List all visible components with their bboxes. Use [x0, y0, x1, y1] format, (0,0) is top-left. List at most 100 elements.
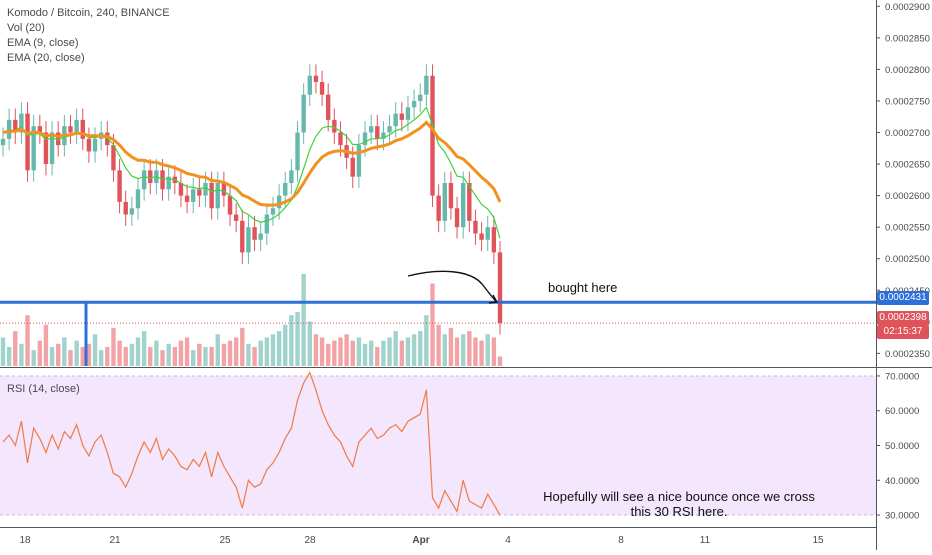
- candle-body[interactable]: [411, 100, 417, 108]
- candle-body[interactable]: [141, 170, 147, 190]
- candle-body[interactable]: [240, 220, 245, 253]
- candle-body[interactable]: [191, 189, 196, 202]
- candle-body[interactable]: [233, 214, 239, 221]
- volume-bar: [344, 334, 349, 366]
- annotation-bounce[interactable]: Hopefully will see a nice bounce once we…: [543, 489, 815, 519]
- candle-body[interactable]: [319, 82, 325, 95]
- candle-body[interactable]: [80, 119, 85, 139]
- candle-body[interactable]: [491, 227, 497, 253]
- candle-body[interactable]: [454, 208, 460, 228]
- candle-body[interactable]: [276, 195, 282, 209]
- candle-body[interactable]: [129, 208, 135, 215]
- candle-body[interactable]: [368, 126, 374, 133]
- annotation-arrow-head[interactable]: [488, 294, 499, 304]
- candle-body[interactable]: [301, 94, 306, 133]
- candle-body[interactable]: [338, 132, 343, 146]
- volume-bar: [393, 331, 398, 366]
- candle-body[interactable]: [473, 220, 478, 234]
- annotation-arrow-curve[interactable]: [407, 270, 498, 303]
- candle-body[interactable]: [215, 183, 220, 209]
- legend-ema9[interactable]: EMA (9, close): [7, 37, 79, 49]
- candle-body[interactable]: [25, 113, 30, 171]
- candle-body[interactable]: [307, 75, 312, 95]
- candle-body[interactable]: [43, 132, 49, 165]
- candle-body[interactable]: [387, 126, 392, 133]
- candle-body[interactable]: [6, 119, 12, 139]
- candle-body[interactable]: [0, 138, 6, 146]
- candle-body[interactable]: [197, 189, 202, 196]
- volume-bar: [418, 331, 423, 366]
- candle-body[interactable]: [160, 170, 165, 190]
- candle-body[interactable]: [405, 107, 411, 120]
- candle-body[interactable]: [295, 132, 300, 171]
- volume-bar: [319, 337, 325, 366]
- candle-body[interactable]: [399, 113, 405, 120]
- candle-body[interactable]: [209, 183, 214, 209]
- candle-body[interactable]: [37, 126, 43, 133]
- candle-body[interactable]: [448, 183, 454, 209]
- candle-body[interactable]: [178, 183, 184, 196]
- volume-bar: [497, 356, 503, 366]
- candle-body[interactable]: [135, 189, 141, 209]
- candle-body[interactable]: [227, 195, 233, 215]
- candle-body[interactable]: [123, 201, 128, 215]
- rsi-tick-label: 50.0000: [885, 441, 919, 452]
- candle-body[interactable]: [258, 233, 263, 240]
- candle-body[interactable]: [221, 183, 227, 196]
- rsi-legend[interactable]: RSI (14, close): [7, 383, 80, 395]
- candle-body[interactable]: [418, 94, 423, 101]
- candle-body[interactable]: [49, 132, 55, 165]
- candle-body[interactable]: [479, 233, 484, 240]
- volume-bar: [405, 337, 411, 366]
- annotation-bought-here[interactable]: bought here: [548, 280, 618, 295]
- price-tick-label: 0.0002350: [885, 349, 930, 360]
- candle-body[interactable]: [424, 75, 429, 95]
- legend-ema20[interactable]: EMA (20, close): [7, 52, 85, 64]
- candle-body[interactable]: [184, 195, 190, 202]
- candle-body[interactable]: [362, 132, 368, 146]
- candle-body[interactable]: [381, 132, 386, 139]
- candle-body[interactable]: [393, 113, 398, 127]
- symbol-title[interactable]: Komodo / Bitcoin, 240, BINANCE: [7, 7, 170, 19]
- candle-body[interactable]: [92, 138, 98, 152]
- candle-body[interactable]: [148, 170, 153, 183]
- candle-body[interactable]: [497, 252, 503, 324]
- candle-body[interactable]: [325, 94, 331, 120]
- candle-body[interactable]: [68, 126, 73, 133]
- candle-body[interactable]: [13, 119, 18, 133]
- candle-body[interactable]: [246, 227, 251, 253]
- candle-body[interactable]: [467, 183, 472, 221]
- candle-body[interactable]: [430, 75, 435, 196]
- ema20-line[interactable]: [2, 120, 502, 207]
- candle-body[interactable]: [460, 183, 466, 228]
- candle-body[interactable]: [111, 145, 116, 171]
- candle-body[interactable]: [485, 227, 490, 240]
- candle-body[interactable]: [356, 145, 362, 177]
- legend-volume[interactable]: Vol (20): [7, 22, 45, 34]
- candle-body[interactable]: [19, 113, 24, 133]
- candle-body[interactable]: [375, 126, 380, 139]
- candle-body[interactable]: [270, 208, 276, 215]
- candle-body[interactable]: [264, 214, 270, 234]
- rsi-line[interactable]: [2, 371, 501, 516]
- candle-body[interactable]: [117, 170, 122, 202]
- candle-body[interactable]: [313, 75, 319, 83]
- volume-bar: [436, 324, 441, 366]
- candle-body[interactable]: [332, 119, 337, 133]
- candle-body[interactable]: [442, 183, 447, 221]
- candle-body[interactable]: [166, 176, 171, 190]
- candle-body[interactable]: [436, 195, 441, 221]
- volume-bar: [49, 346, 55, 366]
- candle-body[interactable]: [31, 126, 36, 171]
- candle-body[interactable]: [86, 138, 92, 152]
- volume-bar: [25, 315, 30, 366]
- candle-body[interactable]: [289, 170, 294, 183]
- candle-body[interactable]: [56, 132, 61, 146]
- candle-body[interactable]: [74, 119, 79, 133]
- candle-body[interactable]: [350, 157, 355, 177]
- candle-body[interactable]: [203, 183, 208, 196]
- candle-body[interactable]: [283, 183, 288, 196]
- candle-body[interactable]: [252, 227, 257, 240]
